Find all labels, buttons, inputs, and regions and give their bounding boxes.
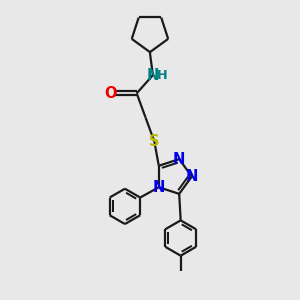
Text: S: S — [149, 134, 160, 149]
Text: N: N — [147, 68, 159, 82]
Text: O: O — [104, 86, 116, 101]
Text: N: N — [186, 169, 198, 184]
Text: N: N — [173, 152, 185, 166]
Text: H: H — [156, 69, 167, 82]
Text: N: N — [153, 180, 165, 195]
